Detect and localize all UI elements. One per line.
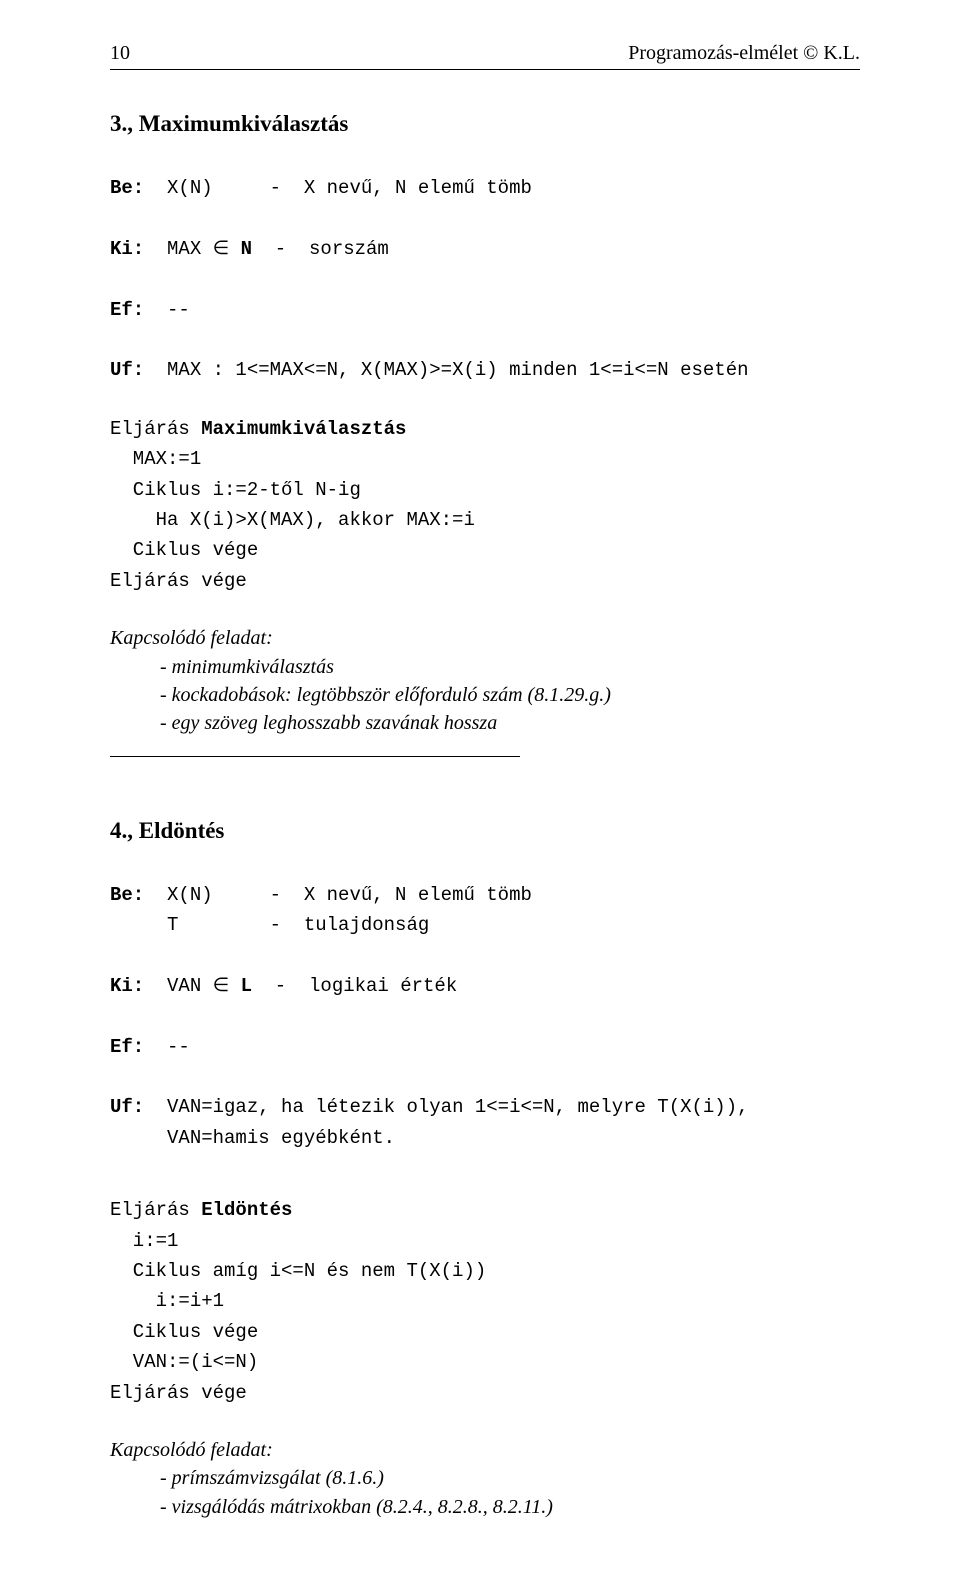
related-item: - kockadobások: legtöbbször előforduló s… (110, 681, 860, 709)
related-item: - vizsgálódás mátrixokban (8.2.4., 8.2.8… (110, 1493, 860, 1521)
related-title: Kapcsolódó feladat: (110, 624, 860, 652)
section-3-related: Kapcsolódó feladat: - minimumkiválasztás… (110, 624, 860, 738)
proc-name: Eldöntés (201, 1199, 292, 1221)
related-item: - prímszámvizsgálat (8.1.6.) (110, 1464, 860, 1492)
page-header: 10 Programozás-elmélet © K.L. (110, 40, 860, 70)
related-item: - egy szöveg leghosszabb szavának hossza (110, 709, 860, 737)
be-line2: T - tulajdonság (110, 914, 429, 936)
section-3-spec: Be: X(N) - X nevű, N elemű tömb Ki: MAX … (110, 173, 860, 386)
ki-label: Ki: (110, 238, 144, 260)
proc-line: Ciklus vége (110, 539, 258, 561)
ki-label: Ki: (110, 975, 144, 997)
section-4-spec: Be: X(N) - X nevű, N elemű tömb T - tula… (110, 880, 860, 1154)
be-line: X(N) - X nevű, N elemű tömb (144, 177, 532, 199)
related-item: - minimumkiválasztás (110, 653, 860, 681)
be-line: X(N) - X nevű, N elemű tömb (144, 884, 532, 906)
proc-line: Ciklus amíg i<=N és nem T(X(i)) (110, 1260, 486, 1282)
section-3-title: 3., Maximumkiválasztás (110, 108, 860, 139)
proc-line: MAX:=1 (110, 448, 201, 470)
uf-line2: VAN=hamis egyébként. (110, 1127, 395, 1149)
be-label: Be: (110, 177, 144, 199)
header-title: Programozás-elmélet © K.L. (628, 40, 860, 67)
proc-line: Eljárás vége (110, 570, 247, 592)
proc-line: Eljárás (110, 418, 201, 440)
ki-line: VAN ∈ L - logikai érték (144, 975, 457, 997)
proc-line: VAN:=(i<=N) (110, 1351, 258, 1373)
section-3-procedure: Eljárás Maximumkiválasztás MAX:=1 Ciklus… (110, 414, 860, 596)
proc-line: Ha X(i)>X(MAX), akkor MAX:=i (110, 509, 475, 531)
section-divider (110, 756, 520, 757)
proc-line: Eljárás (110, 1199, 201, 1221)
uf-label: Uf: (110, 1096, 144, 1118)
section-4-related: Kapcsolódó feladat: - prímszámvizsgálat … (110, 1436, 860, 1521)
ef-line: -- (144, 299, 190, 321)
proc-line: Ciklus i:=2-től N-ig (110, 479, 361, 501)
uf-label: Uf: (110, 359, 144, 381)
related-title: Kapcsolódó feladat: (110, 1436, 860, 1464)
ef-label: Ef: (110, 1036, 144, 1058)
section-4-procedure: Eljárás Eldöntés i:=1 Ciklus amíg i<=N é… (110, 1195, 860, 1408)
proc-line: Ciklus vége (110, 1321, 258, 1343)
ef-line: -- (144, 1036, 190, 1058)
uf-line: VAN=igaz, ha létezik olyan 1<=i<=N, mely… (144, 1096, 748, 1118)
uf-line: MAX : 1<=MAX<=N, X(MAX)>=X(i) minden 1<=… (144, 359, 748, 381)
proc-line: i:=1 (110, 1230, 178, 1252)
be-label: Be: (110, 884, 144, 906)
ki-line: MAX ∈ N - sorszám (144, 238, 389, 260)
proc-name: Maximumkiválasztás (201, 418, 406, 440)
proc-line: Eljárás vége (110, 1382, 247, 1404)
page-number: 10 (110, 40, 130, 67)
proc-line: i:=i+1 (110, 1290, 224, 1312)
section-4-title: 4., Eldöntés (110, 815, 860, 846)
ef-label: Ef: (110, 299, 144, 321)
